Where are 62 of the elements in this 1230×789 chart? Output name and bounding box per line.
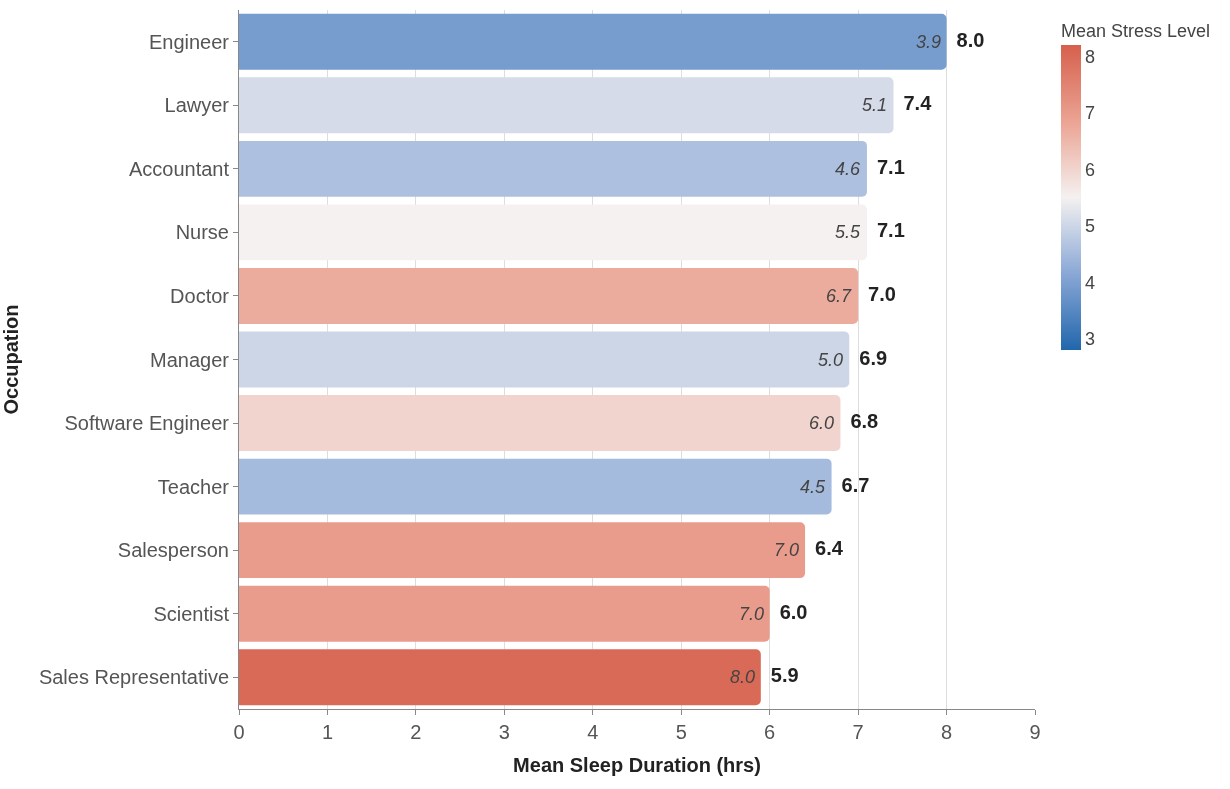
bar	[239, 204, 867, 261]
data-label: 7.0	[868, 282, 896, 305]
x-tick-label: 9	[1029, 721, 1041, 743]
y-tick-label: Teacher	[157, 475, 230, 498]
color-bar-label: 8	[1085, 46, 1096, 67]
bar	[239, 331, 850, 388]
y-tick-label: Software Engineer	[64, 412, 230, 435]
bar	[239, 13, 947, 70]
y-tick-label: Scientist	[153, 602, 230, 625]
y-axis-title: Occupation	[0, 304, 22, 415]
x-tick-label: 6	[764, 721, 776, 743]
x-tick-label: 7	[852, 721, 864, 743]
annotation: 4.5	[800, 477, 827, 497]
y-tick-label: Sales Representative	[38, 666, 229, 689]
data-label: 7.1	[876, 219, 905, 242]
x-tick-label: 2	[410, 721, 422, 743]
bar	[239, 140, 867, 197]
data-label: 6.0	[779, 600, 808, 623]
data-label: 6.8	[850, 410, 879, 433]
bar	[239, 267, 859, 324]
annotation: 5.5	[835, 222, 862, 242]
y-tick-label: Nurse	[175, 221, 229, 244]
annotation: 5.1	[862, 95, 888, 115]
x-tick-label: 8	[941, 721, 953, 743]
data-label: 7.1	[876, 155, 905, 178]
x-tick-label: 1	[321, 721, 333, 743]
color-bar-label: 5	[1085, 216, 1096, 237]
data-label: 7.4	[903, 92, 933, 115]
annotation: 5.0	[818, 350, 844, 370]
x-tick-label: 0	[233, 721, 245, 743]
y-tick-label: Salesperson	[117, 539, 229, 562]
annotation: 7.0	[774, 540, 800, 560]
y-tick-label: Engineer	[148, 30, 230, 53]
color-bar-label: 7	[1085, 103, 1096, 124]
bar	[239, 458, 832, 515]
color-bar-label: 3	[1085, 329, 1096, 349]
x-tick-label: 3	[498, 721, 510, 743]
color-bar-label: 4	[1085, 272, 1096, 293]
x-axis-title: Mean Sleep Duration (hrs)	[513, 753, 761, 776]
y-tick-label: Lawyer	[164, 94, 230, 117]
y-tick-label: Doctor	[170, 284, 230, 307]
data-label: 5.9	[770, 664, 799, 687]
bar	[239, 649, 761, 706]
bar	[239, 395, 841, 452]
color-bar-label: 6	[1085, 159, 1096, 180]
y-tick-label: Manager	[150, 348, 230, 371]
annotation: 7.0	[739, 604, 765, 624]
data-label: 6.7	[841, 473, 870, 496]
data-label: 6.9	[859, 346, 888, 369]
data-label: 6.4	[815, 537, 844, 560]
annotation: 8.0	[730, 667, 756, 687]
bar	[239, 585, 770, 642]
color-bar-title: Mean Stress Level	[1060, 20, 1210, 41]
annotation: 3.9	[916, 32, 942, 52]
annotation: 6.7	[826, 286, 853, 306]
bar	[239, 522, 806, 579]
y-tick-label: Accountant	[128, 157, 230, 180]
annotation: 6.0	[809, 413, 835, 433]
x-tick-label: 5	[675, 721, 687, 743]
data-label: 8.0	[956, 28, 985, 51]
annotation: 4.6	[835, 159, 862, 179]
x-tick-label: 4	[587, 721, 599, 743]
